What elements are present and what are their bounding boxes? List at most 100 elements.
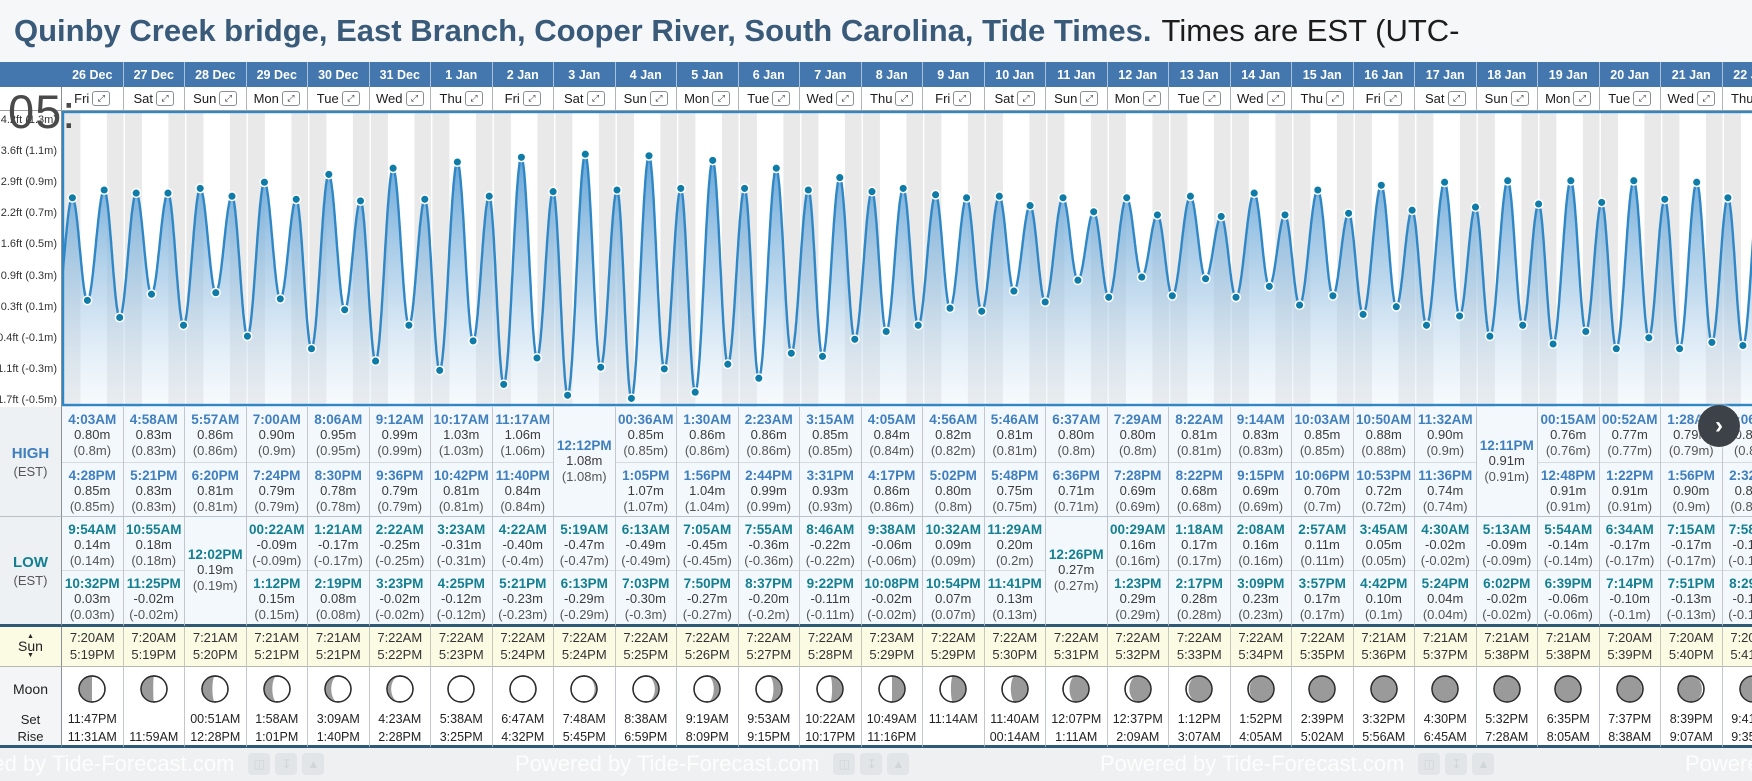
weekday-header[interactable]: Thu⤢ [431,87,493,111]
tide-entry: 10:03AM 0.85m (0.85m) [1292,407,1353,462]
expand-icon[interactable]: ⤢ [1697,91,1715,106]
store-badge-icon[interactable]: ▲ [1472,753,1495,775]
date-header[interactable]: 4 Jan [615,62,677,87]
weekday-header[interactable]: Tue ⤢ [738,87,800,111]
weekday-header[interactable]: Thu⤢ [1292,87,1354,111]
expand-icon[interactable]: ⤢ [92,91,111,106]
expand-icon[interactable]: ⤢ [1017,91,1035,106]
expand-icon[interactable]: ⤢ [1510,91,1529,106]
expand-icon[interactable]: ⤢ [1142,91,1161,106]
date-header[interactable]: 9 Jan [923,62,985,87]
date-header[interactable]: 19 Jan [1538,62,1600,87]
weekday-header[interactable]: Fri ⤢ [1353,87,1415,111]
date-header[interactable]: 16 Jan [1353,62,1415,87]
expand-icon[interactable]: ⤢ [1266,91,1285,106]
weekday-header[interactable]: Mon ⤢ [677,87,739,111]
date-header[interactable]: 18 Jan [1476,62,1538,87]
weekday-header[interactable]: Sat ⤢ [554,87,616,111]
chart-column [1046,111,1108,407]
weekday-header[interactable]: Sun ⤢ [1046,87,1108,111]
date-header[interactable]: 17 Jan [1415,62,1477,87]
weekday-header[interactable]: Mon ⤢ [246,87,308,111]
weekday-header[interactable]: Sat ⤢ [123,87,185,111]
date-header[interactable]: 5 Jan [677,62,739,87]
weekday-header[interactable]: Wed ⤢ [1230,87,1292,111]
date-header[interactable]: 14 Jan [1230,62,1292,87]
weekday-header[interactable]: Wed ⤢ [1661,87,1723,111]
expand-icon[interactable]: ⤢ [522,91,541,106]
sunrise-time: 7:22AM [1238,630,1284,645]
next-button[interactable]: › [1698,405,1740,447]
tide-height-alt: (0.71m) [1053,498,1099,514]
weekday-header[interactable]: Tue ⤢ [1599,87,1661,111]
weekday-header[interactable]: Wed ⤢ [369,87,431,111]
expand-icon[interactable]: ⤢ [895,91,914,106]
expand-icon[interactable]: ⤢ [1325,91,1344,106]
expand-icon[interactable]: ⤢ [1573,91,1592,106]
date-header[interactable]: 2 Jan [492,62,554,87]
weekday-header[interactable]: Sun ⤢ [615,87,677,111]
store-badge-icon[interactable]: ▲ [302,753,325,775]
date-header[interactable]: 7 Jan [800,62,862,87]
app-badge-icon[interactable]: ◫ [248,753,271,775]
date-header[interactable]: 30 Dec [308,62,370,87]
weekday-header[interactable]: Fri ⤢ [923,87,985,111]
date-header[interactable]: 11 Jan [1046,62,1108,87]
weekday-header[interactable]: Thu⤢ [1722,87,1752,111]
tide-height-alt: (0.77m) [1607,443,1653,458]
expand-icon[interactable]: ⤢ [712,91,731,106]
tide-height-alt: (0.13m) [992,607,1038,623]
date-header[interactable]: 12 Jan [1107,62,1169,87]
date-header[interactable]: 29 Dec [246,62,308,87]
expand-icon[interactable]: ⤢ [341,91,360,106]
weekday-header[interactable]: Sat ⤢ [1415,87,1477,111]
date-header[interactable]: 6 Jan [738,62,800,87]
app-badge-icon[interactable]: ◫ [1418,753,1441,775]
expand-icon[interactable]: ⤢ [1202,91,1221,106]
weekday-header[interactable]: Sun ⤢ [185,87,247,111]
expand-icon[interactable]: ⤢ [405,91,424,106]
weekday-header[interactable]: Tue ⤢ [1169,87,1231,111]
app-badge-icon[interactable]: ◫ [833,753,856,775]
tide-height: 0.14m [74,537,111,552]
date-header[interactable]: 28 Dec [185,62,247,87]
date-header[interactable]: 13 Jan [1169,62,1231,87]
date-header[interactable]: 31 Dec [369,62,431,87]
weekday-header[interactable]: Mon ⤢ [1107,87,1169,111]
expand-icon[interactable]: ⤢ [219,91,238,106]
expand-icon[interactable]: ⤢ [649,91,668,106]
weekday-header[interactable]: Tue ⤢ [308,87,370,111]
expand-icon[interactable]: ⤢ [836,91,854,106]
date-header[interactable]: 15 Jan [1292,62,1354,87]
weekday-header[interactable]: Wed ⤢ [800,87,862,111]
weekday-header[interactable]: Fri ⤢ [492,87,554,111]
expand-icon[interactable]: ⤢ [464,91,483,106]
date-header[interactable]: 26 Dec [62,62,124,87]
date-header[interactable]: 22 Jan [1722,62,1752,87]
date-header[interactable]: 27 Dec [123,62,185,87]
expand-icon[interactable]: ⤢ [1383,91,1402,106]
weekday-header[interactable]: Thu⤢ [861,87,923,111]
date-header[interactable]: 21 Jan [1661,62,1723,87]
download-badge-icon[interactable]: ↧ [1445,753,1468,775]
weekday-header[interactable]: Fri ⤢ [62,87,124,111]
weekday-header[interactable]: Sat ⤢ [984,87,1046,111]
expand-icon[interactable]: ⤢ [156,91,174,106]
expand-icon[interactable]: ⤢ [953,91,972,106]
date-header[interactable]: 20 Jan [1599,62,1661,87]
date-header[interactable]: 1 Jan [431,62,493,87]
date-header[interactable]: 3 Jan [554,62,616,87]
expand-icon[interactable]: ⤢ [281,91,300,106]
download-badge-icon[interactable]: ↧ [275,753,298,775]
expand-icon[interactable]: ⤢ [1633,91,1652,106]
expand-icon[interactable]: ⤢ [586,91,605,106]
expand-icon[interactable]: ⤢ [772,91,791,106]
date-header[interactable]: 10 Jan [984,62,1046,87]
weekday-header[interactable]: Mon ⤢ [1538,87,1600,111]
date-header[interactable]: 8 Jan [861,62,923,87]
expand-icon[interactable]: ⤢ [1080,91,1099,106]
weekday-header[interactable]: Sun ⤢ [1476,87,1538,111]
download-badge-icon[interactable]: ↧ [860,753,883,775]
expand-icon[interactable]: ⤢ [1447,91,1466,106]
store-badge-icon[interactable]: ▲ [887,753,910,775]
